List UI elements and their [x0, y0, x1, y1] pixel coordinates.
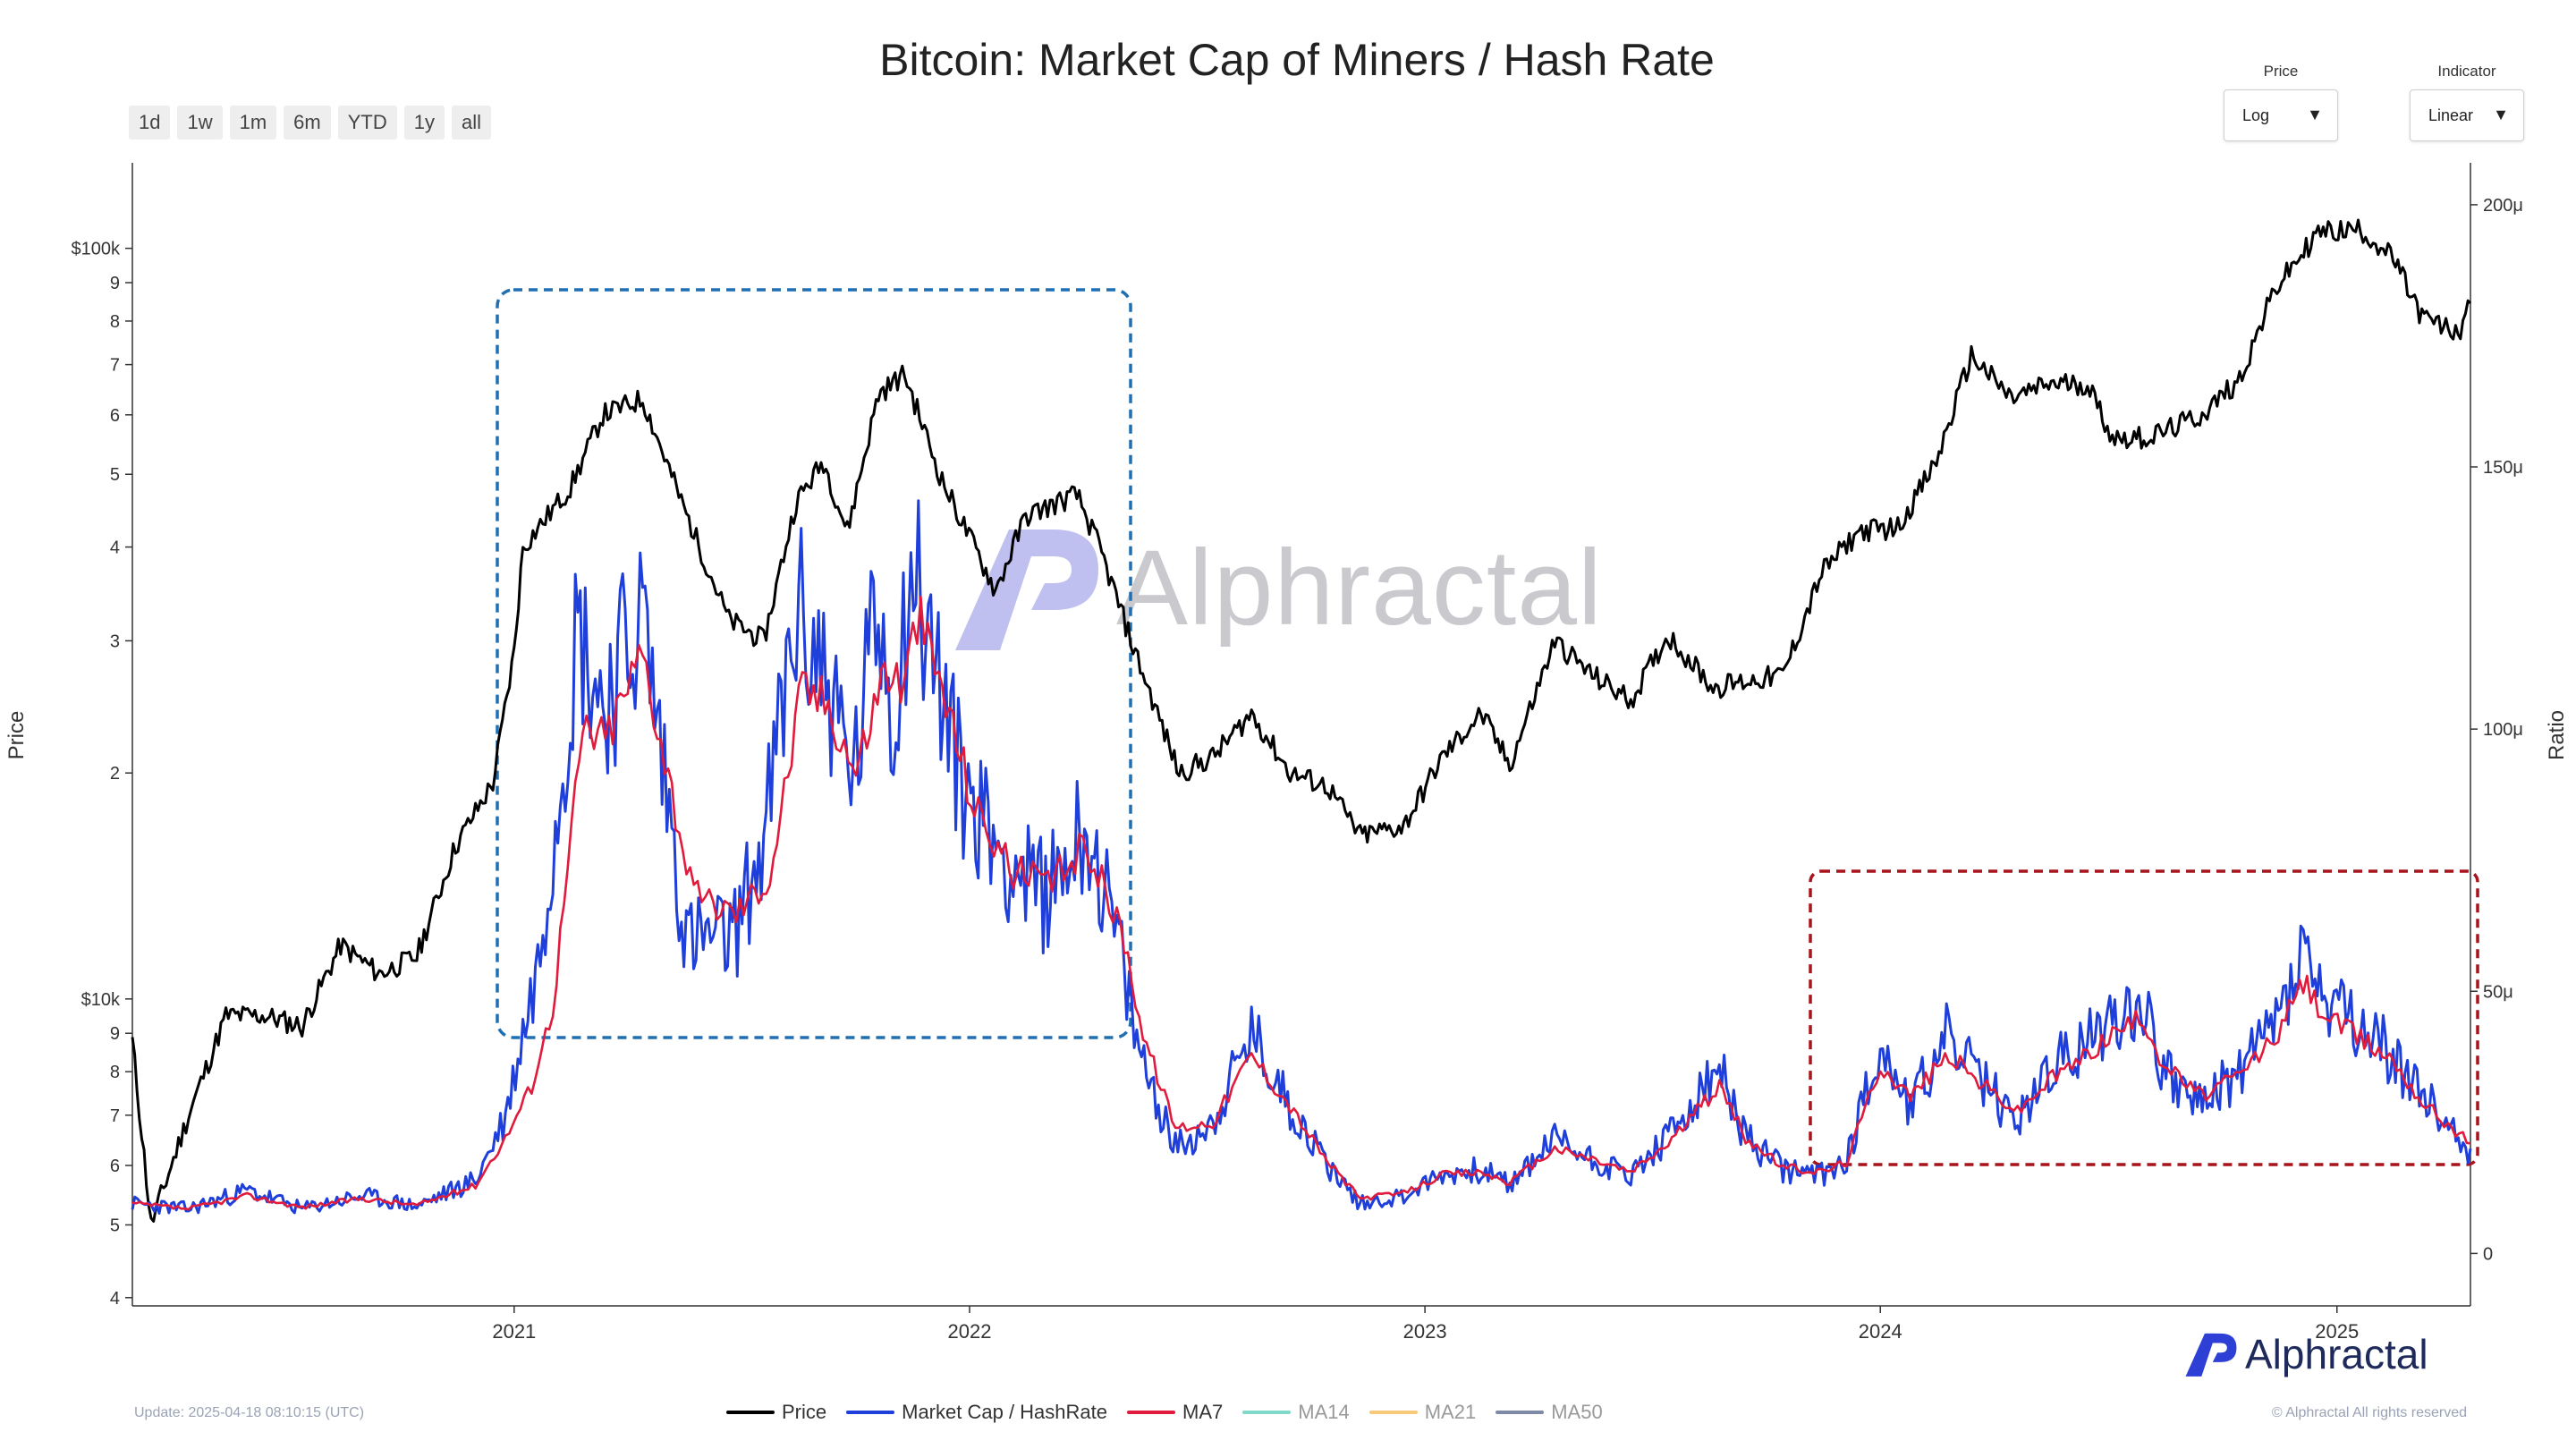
range-button-all[interactable]: all [451, 106, 491, 140]
indicator-scale-select[interactable]: Linear ▼ [2410, 89, 2524, 141]
price-scale-select[interactable]: Log ▼ [2224, 89, 2338, 141]
series-line-market-cap-hashrate [131, 499, 2472, 1215]
legend-label: MA21 [1424, 1401, 1477, 1423]
legend-item-ma50[interactable]: MA50 [1496, 1401, 1603, 1424]
dropdown-arrow-icon: ▼ [2493, 106, 2509, 123]
y-left-tick-label: 5 [110, 1216, 120, 1235]
indicator-scale-label: Indicator [2437, 63, 2496, 80]
dropdown-arrow-icon: ▼ [2307, 106, 2323, 123]
x-tick-label: 2024 [1859, 1320, 1902, 1343]
series-line-ma7 [131, 595, 2471, 1211]
y-left-tick-label: 2 [110, 764, 120, 784]
price-scale-value: Log [2242, 106, 2270, 124]
update-timestamp: Update: 2025-04-18 08:10:15 (UTC) [134, 1405, 365, 1420]
y-left-tick-label: 9 [110, 274, 120, 293]
y-left-tick-label: 9 [110, 1024, 120, 1044]
legend-label: Price [782, 1401, 827, 1423]
range-button-1m[interactable]: 1m [229, 106, 277, 140]
y-right-tick-label: 0 [2483, 1244, 2493, 1264]
y-left-tick-label: 8 [110, 1063, 120, 1082]
y-left-tick-label: 5 [110, 465, 120, 485]
logo-text: Alphractal [2245, 1331, 2428, 1377]
series-layer [131, 218, 2472, 1223]
watermark: Alphractal [946, 521, 1603, 655]
y-left-tick-label: 8 [110, 312, 120, 332]
x-ticks: 2021 2022 2023 2024 2025 [492, 1306, 2359, 1343]
legend-swatch [1127, 1411, 1175, 1414]
chart-title: Bitcoin: Market Cap of Miners / Hash Rat… [879, 35, 1715, 85]
y-left-ticks: 4 5 6 7 8 9 $10k 2 3 4 5 6 7 8 9 $100k [72, 240, 132, 1309]
legend-label: MA50 [1551, 1401, 1603, 1423]
x-tick-label: 2021 [492, 1320, 536, 1343]
range-selector: 1d 1w 1m 6m YTD 1y all [129, 106, 491, 140]
legend: Price Market Cap / HashRate MA7 MA14 MA2… [726, 1401, 1603, 1424]
y-right-tick-label: 50μ [2483, 982, 2513, 1002]
y-left-tick-label: $10k [81, 990, 121, 1010]
range-button-1y[interactable]: 1y [403, 106, 445, 140]
legend-swatch [846, 1411, 895, 1414]
y-left-axis-title: Price [4, 711, 29, 760]
x-tick-label: 2022 [947, 1320, 991, 1343]
range-button-1w[interactable]: 1w [177, 106, 223, 140]
legend-swatch [726, 1411, 775, 1414]
alphractal-watermark-icon [955, 530, 1098, 650]
y-left-tick-label: 4 [110, 538, 120, 558]
legend-label: MA7 [1182, 1401, 1224, 1423]
price-scale-label: Price [2263, 63, 2299, 80]
legend-swatch [1496, 1411, 1545, 1414]
y-left-tick-label: 6 [110, 1157, 120, 1176]
y-left-tick-label: 7 [110, 1106, 120, 1126]
y-right-tick-label: 200μ [2483, 196, 2523, 216]
y-left-tick-label: $100k [72, 240, 121, 259]
range-button-ytd[interactable]: YTD [337, 106, 397, 140]
indicator-scale-value: Linear [2428, 106, 2474, 124]
legend-label: MA14 [1298, 1401, 1350, 1423]
y-left-tick-label: 3 [110, 631, 120, 651]
y-left-tick-label: 7 [110, 356, 120, 376]
copyright: © Alphractal All rights reserved [2271, 1405, 2467, 1420]
legend-label: Market Cap / HashRate [902, 1401, 1107, 1423]
y-left-tick-label: 4 [110, 1289, 120, 1309]
watermark-text: Alphractal [1116, 528, 1603, 648]
range-button-6m[interactable]: 6m [284, 106, 331, 140]
logo: Alphractal [2182, 1327, 2428, 1381]
legend-swatch [1368, 1411, 1418, 1414]
x-tick-label: 2023 [1403, 1320, 1447, 1343]
legend-item-ma14[interactable]: MA14 [1242, 1401, 1350, 1424]
series-line-price [131, 218, 2472, 1223]
x-tick-label: 2025 [2315, 1320, 2359, 1343]
y-right-ticks: 0 50μ 100μ 150μ 200μ [2470, 196, 2523, 1264]
legend-item-ratio[interactable]: Market Cap / HashRate [846, 1401, 1107, 1424]
y-right-tick-label: 150μ [2483, 458, 2523, 478]
y-right-tick-label: 100μ [2483, 720, 2523, 740]
legend-item-ma21[interactable]: MA21 [1368, 1401, 1477, 1424]
alphractal-logo-icon [2185, 1333, 2237, 1377]
legend-item-ma7[interactable]: MA7 [1127, 1401, 1223, 1424]
range-button-1d[interactable]: 1d [129, 106, 171, 140]
y-left-tick-label: 6 [110, 406, 120, 426]
y-right-axis-title: Ratio [2545, 710, 2569, 760]
legend-swatch [1242, 1411, 1292, 1414]
legend-item-price[interactable]: Price [726, 1401, 826, 1424]
highlight-box-2024 [1809, 869, 2479, 1166]
